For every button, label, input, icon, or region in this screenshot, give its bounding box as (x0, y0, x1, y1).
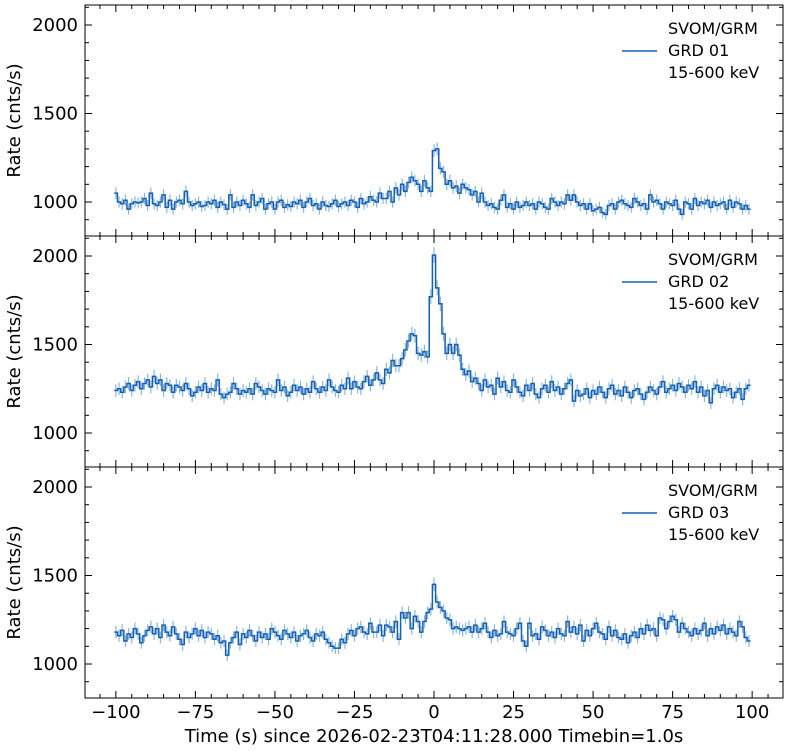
x-tick-label: −100 (91, 702, 140, 723)
x-tick-label: 0 (428, 702, 439, 723)
x-tick-label: 25 (502, 702, 525, 723)
x-tick-label: −25 (335, 702, 373, 723)
legend-label: 15-600 keV (668, 294, 759, 313)
legend-label: GRD 02 (668, 272, 729, 291)
legend-label: GRD 03 (668, 503, 729, 522)
panel-1: 1000 1500 2000 Rate (cnts/s) SVOM/GRM GRD 01 1… (4, 4, 784, 237)
panel-2: 1000 1500 2000 Rate (cnts/s) SVOM/GRM GRD 02 1… (4, 235, 784, 468)
x-tick-label: −75 (176, 702, 214, 723)
x-tick-label: 100 (735, 702, 769, 723)
legend: SVOM/GRM GRD 03 15-600 keV (622, 481, 759, 544)
y-tick-label: 1500 (32, 335, 78, 356)
rate-step-line (114, 583, 751, 656)
legend-label: 15-600 keV (668, 525, 759, 544)
panel-3: 1000 1500 2000 Rate (cnts/s) SVOM/GRM GRD 03 1… (4, 466, 784, 699)
y-axis-label: Rate (cnts/s) (4, 525, 25, 639)
rate-step-line (114, 254, 751, 404)
y-tick-label: 1500 (32, 566, 78, 587)
legend-label: SVOM/GRM (668, 481, 758, 500)
axes-frame (84, 235, 784, 468)
x-tick-label: 50 (582, 702, 605, 723)
y-tick-label: 2000 (32, 246, 78, 267)
x-tick-label: −50 (256, 702, 294, 723)
y-tick-label: 2000 (32, 15, 78, 36)
x-axis-label: Time (s) since 2026-02-23T04:11:28.000 T… (184, 726, 684, 747)
y-tick-label: 1000 (32, 192, 78, 213)
y-tick-label: 1500 (32, 104, 78, 125)
y-tick-label: 1000 (32, 654, 78, 675)
rate-step-line (114, 148, 751, 216)
legend: SVOM/GRM GRD 01 15-600 keV (622, 19, 759, 82)
y-axis-label: Rate (cnts/s) (4, 63, 25, 177)
y-tick-label: 2000 (32, 477, 78, 498)
legend-label: GRD 01 (668, 41, 729, 60)
legend-label: SVOM/GRM (668, 19, 758, 38)
legend-label: SVOM/GRM (668, 250, 758, 269)
legend: SVOM/GRM GRD 02 15-600 keV (622, 250, 759, 313)
y-tick-label: 1000 (32, 423, 78, 444)
y-axis-label: Rate (cnts/s) (4, 294, 25, 408)
x-tick-label: 75 (661, 702, 684, 723)
legend-label: 15-600 keV (668, 63, 759, 82)
